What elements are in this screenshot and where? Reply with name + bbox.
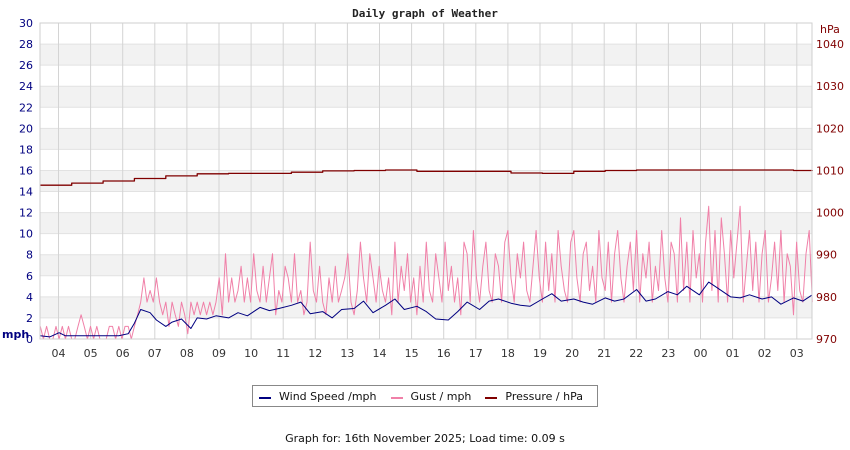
svg-text:14: 14 xyxy=(19,186,33,199)
svg-text:1010: 1010 xyxy=(816,164,844,177)
svg-text:00: 00 xyxy=(694,347,708,360)
x-axis-ticks: 04 05 06 07 08 09 10 11 12 13 14 15 16 17 18 19 20 21 22 23… xyxy=(52,347,804,360)
svg-text:18: 18 xyxy=(501,347,515,360)
svg-text:6: 6 xyxy=(26,270,33,283)
svg-text:12: 12 xyxy=(19,207,33,220)
svg-text:04: 04 xyxy=(52,347,66,360)
svg-text:20: 20 xyxy=(565,347,579,360)
svg-text:07: 07 xyxy=(148,347,162,360)
pressure-swatch-icon xyxy=(485,397,498,399)
svg-text:28: 28 xyxy=(19,38,33,51)
svg-text:22: 22 xyxy=(629,347,643,360)
svg-text:980: 980 xyxy=(816,291,837,304)
svg-text:4: 4 xyxy=(26,291,33,304)
svg-text:21: 21 xyxy=(597,347,611,360)
svg-text:11: 11 xyxy=(276,347,290,360)
svg-text:1040: 1040 xyxy=(816,38,844,51)
svg-text:03: 03 xyxy=(790,347,804,360)
legend-item-pressure: Pressure / hPa xyxy=(483,390,583,403)
svg-text:05: 05 xyxy=(84,347,98,360)
svg-text:08: 08 xyxy=(180,347,194,360)
svg-text:990: 990 xyxy=(816,249,837,262)
svg-text:8: 8 xyxy=(26,249,33,262)
svg-text:1030: 1030 xyxy=(816,80,844,93)
chart-title: Daily graph of Weather xyxy=(352,7,498,20)
svg-text:10: 10 xyxy=(19,228,33,241)
svg-text:22: 22 xyxy=(19,101,33,114)
svg-text:02: 02 xyxy=(758,347,772,360)
svg-text:1020: 1020 xyxy=(816,122,844,135)
svg-text:14: 14 xyxy=(373,347,387,360)
data-series xyxy=(39,169,813,340)
graph-footer: Graph for: 16th November 2025; Load time… xyxy=(285,432,565,445)
right-axis-unit-label: hPa xyxy=(820,23,840,36)
svg-text:17: 17 xyxy=(469,347,483,360)
svg-text:15: 15 xyxy=(405,347,419,360)
svg-text:09: 09 xyxy=(212,347,226,360)
svg-text:26: 26 xyxy=(19,59,33,72)
svg-text:16: 16 xyxy=(19,164,33,177)
legend-item-wind-speed: Wind Speed /mph xyxy=(257,390,377,403)
svg-text:20: 20 xyxy=(19,122,33,135)
svg-text:12: 12 xyxy=(308,347,322,360)
weather-chart: Daily graph of Weather 02468101214161820… xyxy=(2,7,844,360)
svg-text:30: 30 xyxy=(19,17,33,30)
gust-swatch-icon xyxy=(390,397,403,399)
svg-text:23: 23 xyxy=(661,347,675,360)
legend-label: Wind Speed /mph xyxy=(279,389,377,403)
svg-text:970: 970 xyxy=(816,333,837,346)
chart-legend: Wind Speed /mph Gust / mph Pressure / hP… xyxy=(252,385,598,407)
svg-text:01: 01 xyxy=(726,347,740,360)
svg-text:0: 0 xyxy=(26,333,33,346)
svg-text:16: 16 xyxy=(437,347,451,360)
svg-text:10: 10 xyxy=(244,347,258,360)
left-axis-unit-label: mph xyxy=(2,328,29,341)
svg-text:2: 2 xyxy=(26,312,33,325)
svg-text:06: 06 xyxy=(116,347,130,360)
plot-frame xyxy=(39,22,813,340)
legend-item-gust: Gust / mph xyxy=(389,389,472,403)
wind-speed-swatch-icon xyxy=(259,397,271,399)
svg-text:1000: 1000 xyxy=(816,207,844,220)
vertical-gridlines xyxy=(58,23,798,339)
svg-text:18: 18 xyxy=(19,143,33,156)
plot-background-bands xyxy=(40,43,812,319)
svg-text:24: 24 xyxy=(19,80,33,93)
legend-label: Pressure / hPa xyxy=(505,389,583,403)
legend-label: Gust / mph xyxy=(410,389,472,403)
svg-text:13: 13 xyxy=(340,347,354,360)
right-y-axis-ticks: 970 980 990 1000 1010 1020 1030 1040 xyxy=(816,38,844,346)
svg-text:19: 19 xyxy=(533,347,547,360)
